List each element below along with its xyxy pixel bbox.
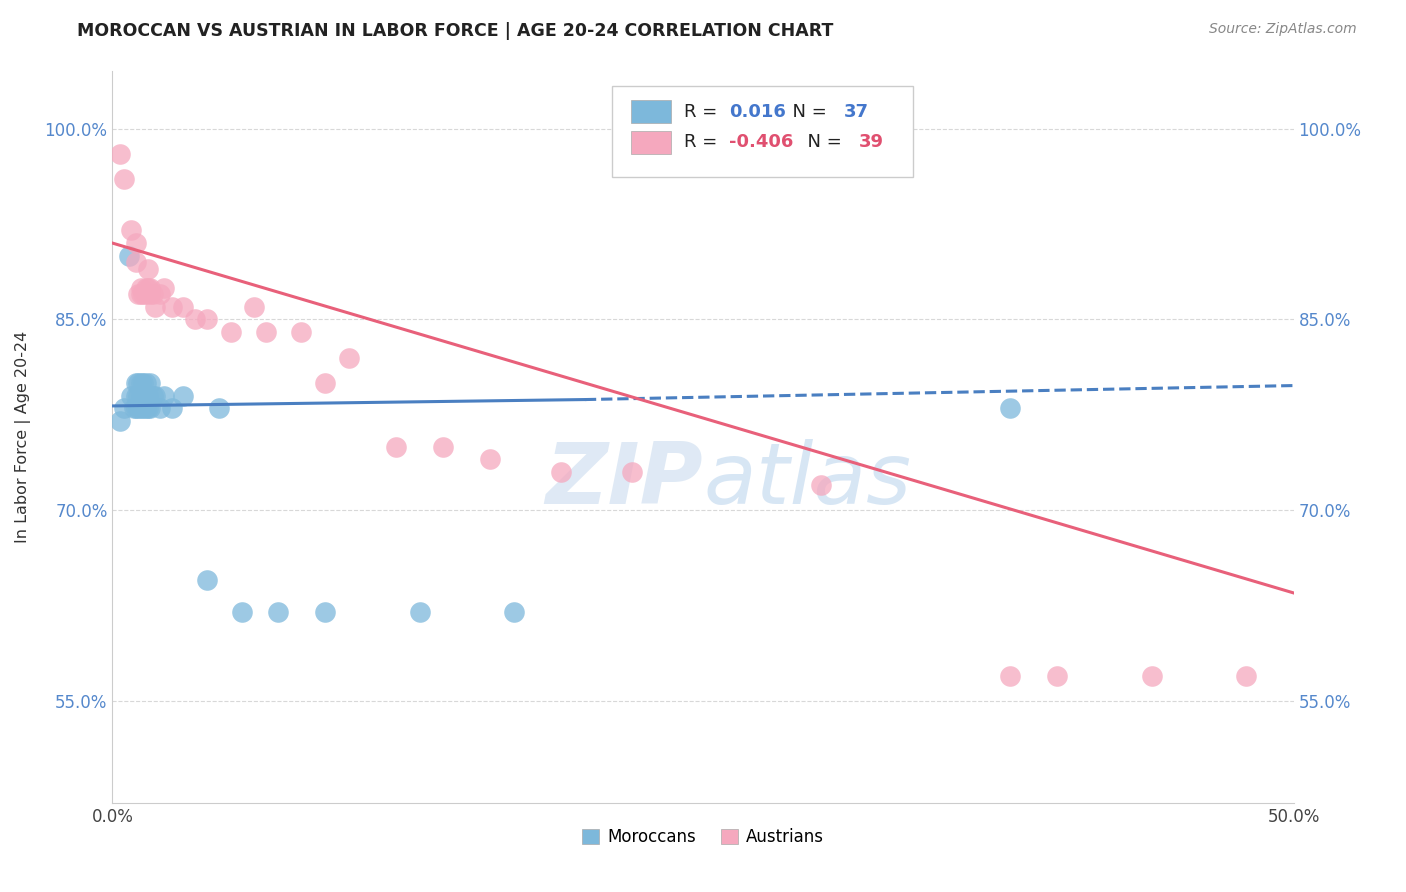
Point — [136, 280, 159, 294]
Point — [243, 300, 266, 314]
Point — [139, 287, 162, 301]
Point — [998, 668, 1021, 682]
Point — [195, 312, 218, 326]
Point — [122, 401, 145, 416]
Point — [112, 401, 135, 416]
Point — [142, 287, 165, 301]
Point — [135, 376, 157, 390]
Point — [432, 440, 454, 454]
Point — [1046, 668, 1069, 682]
Text: MOROCCAN VS AUSTRIAN IN LABOR FORCE | AGE 20-24 CORRELATION CHART: MOROCCAN VS AUSTRIAN IN LABOR FORCE | AG… — [77, 22, 834, 40]
Point — [135, 287, 157, 301]
Point — [314, 605, 336, 619]
Point — [195, 573, 218, 587]
Point — [621, 465, 644, 479]
Point — [132, 401, 155, 416]
Point — [143, 389, 166, 403]
Point — [408, 605, 430, 619]
Point — [254, 325, 277, 339]
Point — [337, 351, 360, 365]
Text: 0.016: 0.016 — [728, 103, 786, 120]
Point — [231, 605, 253, 619]
Point — [219, 325, 242, 339]
Point — [129, 389, 152, 403]
Point — [129, 287, 152, 301]
Point — [153, 389, 176, 403]
Point — [132, 376, 155, 390]
Point — [172, 300, 194, 314]
Point — [120, 223, 142, 237]
Point — [118, 249, 141, 263]
Text: N =: N = — [796, 133, 848, 152]
Point — [127, 376, 149, 390]
Point — [314, 376, 336, 390]
Point — [136, 389, 159, 403]
Point — [125, 401, 148, 416]
Point — [108, 147, 131, 161]
Point — [479, 452, 502, 467]
Point — [139, 280, 162, 294]
Point — [139, 401, 162, 416]
Point — [1234, 668, 1257, 682]
FancyBboxPatch shape — [631, 100, 671, 123]
Point — [135, 280, 157, 294]
Point — [550, 465, 572, 479]
Point — [153, 280, 176, 294]
Point — [160, 401, 183, 416]
Point — [139, 376, 162, 390]
Point — [125, 236, 148, 251]
Point — [503, 605, 526, 619]
Point — [136, 261, 159, 276]
Point — [127, 389, 149, 403]
Text: -0.406: -0.406 — [728, 133, 793, 152]
Text: Source: ZipAtlas.com: Source: ZipAtlas.com — [1209, 22, 1357, 37]
Point — [998, 401, 1021, 416]
Point — [142, 389, 165, 403]
FancyBboxPatch shape — [631, 130, 671, 154]
Point — [125, 389, 148, 403]
Point — [149, 287, 172, 301]
Point — [125, 255, 148, 269]
Point — [129, 280, 152, 294]
Y-axis label: In Labor Force | Age 20-24: In Labor Force | Age 20-24 — [14, 331, 31, 543]
Point — [135, 401, 157, 416]
Point — [143, 300, 166, 314]
Point — [127, 287, 149, 301]
Legend: Moroccans, Austrians: Moroccans, Austrians — [575, 822, 831, 853]
Point — [132, 287, 155, 301]
Point — [810, 477, 832, 491]
Point — [135, 389, 157, 403]
Point — [112, 172, 135, 186]
Point — [125, 376, 148, 390]
Point — [385, 440, 408, 454]
Text: 37: 37 — [844, 103, 869, 120]
Point — [127, 401, 149, 416]
Text: R =: R = — [685, 133, 723, 152]
Point — [208, 401, 231, 416]
Point — [108, 414, 131, 428]
Text: ZIP: ZIP — [546, 440, 703, 523]
Text: R =: R = — [685, 103, 723, 120]
Point — [267, 605, 290, 619]
Point — [1140, 668, 1163, 682]
Point — [290, 325, 312, 339]
Point — [172, 389, 194, 403]
Point — [136, 401, 159, 416]
Point — [160, 300, 183, 314]
Point — [129, 401, 152, 416]
Point — [129, 376, 152, 390]
FancyBboxPatch shape — [612, 86, 914, 178]
Point — [149, 401, 172, 416]
Text: atlas: atlas — [703, 440, 911, 523]
Point — [184, 312, 207, 326]
Text: N =: N = — [780, 103, 832, 120]
Text: 39: 39 — [859, 133, 884, 152]
Point — [120, 389, 142, 403]
